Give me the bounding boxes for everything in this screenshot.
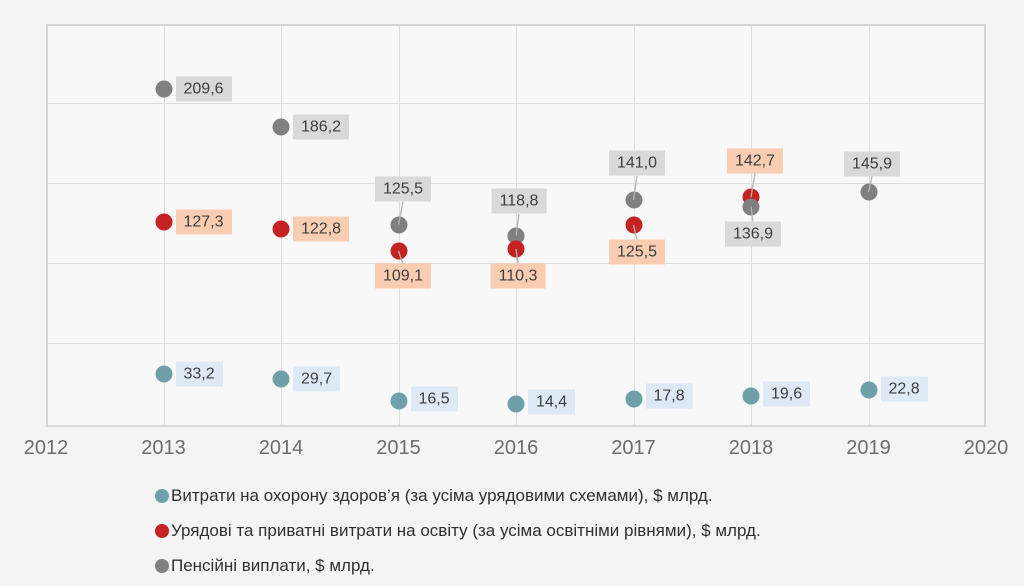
label-education-2016: 110,3 — [490, 263, 546, 289]
label-education-2013: 127,3 — [175, 209, 232, 235]
gridline-horizontal — [48, 183, 984, 184]
x-tick-2019: 2019 — [846, 437, 891, 459]
x-tick-2014: 2014 — [258, 437, 304, 459]
gridline-vertical — [516, 26, 517, 425]
point-health-2017 — [625, 390, 642, 407]
gridline-horizontal — [48, 343, 984, 344]
point-pension-2013 — [155, 80, 172, 98]
label-health-2013: 33,2 — [175, 361, 223, 386]
label-health-2018: 19,6 — [763, 381, 811, 406]
label-education-2014: 122,8 — [293, 216, 350, 242]
x-tick-2018: 2018 — [728, 437, 774, 459]
label-pension-2019: 145,9 — [843, 151, 901, 177]
point-pension-2017 — [625, 191, 642, 209]
legend-marker-health-icon — [155, 488, 169, 503]
legend-item-education: Урядові та приватні витрати на освіту (з… — [155, 513, 761, 548]
legend-label-education: Урядові та приватні витрати на освіту (з… — [171, 520, 761, 540]
legend-label-health: Витрати на охорону здоров’я (за усіма ур… — [171, 485, 713, 505]
gridline-horizontal — [48, 103, 984, 104]
label-health-2015: 16,5 — [410, 386, 458, 412]
point-health-2018 — [742, 387, 760, 404]
point-education-2013 — [155, 213, 172, 231]
point-pension-2015 — [390, 216, 407, 234]
x-tick-2015: 2015 — [376, 437, 421, 459]
legend-label-pension: Пенсійні виплати, $ млрд. — [171, 555, 375, 575]
label-education-2017: 125,5 — [608, 239, 666, 265]
label-education-2015: 109,1 — [374, 263, 432, 289]
label-pension-2018: 136,9 — [724, 221, 782, 247]
point-pension-2014 — [272, 118, 290, 136]
point-health-2015 — [390, 392, 407, 409]
legend-marker-education-icon — [155, 523, 169, 538]
label-pension-2014: 186,2 — [293, 114, 350, 140]
x-tick-2017: 2017 — [611, 437, 656, 459]
label-health-2016: 14,4 — [528, 389, 576, 415]
gridline-vertical — [868, 26, 870, 425]
label-health-2019: 22,8 — [880, 376, 928, 402]
point-education-2017 — [625, 216, 642, 234]
label-health-2017: 17,8 — [645, 383, 693, 409]
point-health-2013 — [155, 365, 172, 382]
label-pension-2013: 209,6 — [175, 76, 232, 102]
label-pension-2017: 141,0 — [608, 150, 666, 176]
legend-item-health: Витрати на охорону здоров’я (за усіма ур… — [155, 478, 761, 513]
legend-item-pension: Пенсійні виплати, $ млрд. — [155, 548, 761, 583]
x-tick-2013: 2013 — [141, 437, 186, 459]
point-health-2016 — [507, 395, 525, 413]
label-pension-2016: 118,8 — [491, 188, 547, 214]
label-pension-2015: 125,5 — [374, 176, 432, 202]
point-health-2019 — [860, 381, 877, 399]
chart-legend: Витрати на охорону здоров’я (за усіма ур… — [155, 478, 761, 583]
point-education-2014 — [272, 220, 290, 238]
point-pension-2019 — [860, 183, 877, 201]
label-health-2014: 29,7 — [293, 366, 341, 392]
legend-marker-pension-icon — [155, 558, 169, 573]
x-tick-2020: 2020 — [963, 437, 1009, 459]
point-health-2014 — [272, 370, 290, 388]
point-education-2016 — [507, 240, 525, 258]
label-education-2018: 142,7 — [726, 148, 784, 174]
x-tick-2016: 2016 — [493, 437, 539, 459]
point-education-2015 — [390, 242, 407, 260]
point-pension-2018 — [742, 198, 760, 215]
x-tick-2012: 2012 — [23, 437, 69, 459]
